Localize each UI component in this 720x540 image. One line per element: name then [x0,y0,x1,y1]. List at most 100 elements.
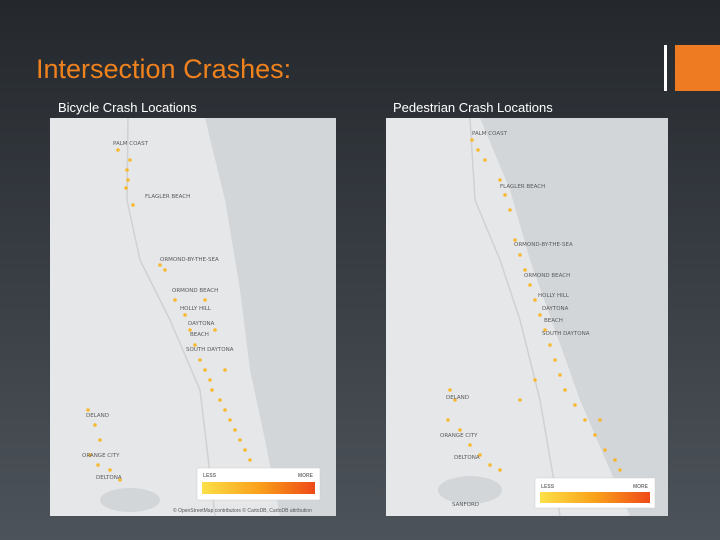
crash-dot [243,448,247,452]
place-label: PALM COAST [472,131,508,137]
crash-dot [603,448,607,452]
crash-dot [131,203,135,207]
crash-dot [223,368,227,372]
crash-dot [478,453,482,457]
crash-dot [173,298,177,302]
crash-dot [548,343,552,347]
crash-dot [458,428,462,432]
crash-dot [453,398,457,402]
map-road [126,117,216,517]
legend-gradient [540,492,650,503]
crash-dot [528,283,532,287]
place-label: FLAGLER BEACH [500,184,545,190]
crash-dot [543,328,547,332]
crash-dot [503,193,507,197]
crash-dot [598,418,602,422]
map-caption: Pedestrian Crash Locations [393,100,553,115]
map-ocean [205,118,336,516]
legend-label: MORE [633,484,649,490]
place-label: HOLLY HILL [180,306,212,312]
crash-dot [498,178,502,182]
place-label: ORMOND BEACH [172,288,218,294]
crash-dot [498,468,502,472]
crash-dot [88,453,92,457]
place-label: HOLLY HILL [538,293,570,299]
crash-dot [203,298,207,302]
crash-dot [93,423,97,427]
place-label: SOUTH DAYTONA [186,347,234,353]
crash-dot [513,238,517,242]
crash-dot [203,368,207,372]
crash-dot [523,268,527,272]
crash-dot [163,268,167,272]
place-label: SOUTH DAYTONA [542,331,590,337]
place-label: BEACH [544,318,563,324]
crash-dot [238,438,242,442]
crash-dot [558,373,562,377]
crash-dot [533,378,537,382]
crash-dot [470,138,474,142]
crash-dot [98,438,102,442]
crash-dot [108,468,112,472]
crash-dot [483,158,487,162]
crash-dot [553,358,557,362]
crash-dot [538,313,542,317]
crash-dot [126,178,130,182]
place-label: DELTONA [454,455,480,461]
crash-dot [228,418,232,422]
crash-dot [518,253,522,257]
crash-dot [208,378,212,382]
place-label: ORMOND-BY-THE-SEA [160,257,219,263]
crash-dot [213,328,217,332]
crash-dot [518,398,522,402]
place-label: ORMOND BEACH [524,273,570,279]
place-label: ORANGE CITY [82,453,120,459]
crash-dot [223,408,227,412]
crash-dot [128,158,132,162]
place-label: DELAND [446,395,469,401]
map-ocean [480,118,668,516]
crash-dot [248,458,252,462]
crash-dot [468,443,472,447]
crash-dot [573,403,577,407]
slide-title: Intersection Crashes: [36,54,291,84]
place-label: DAYTONA [188,321,215,327]
place-label: FLAGLER BEACH [145,194,190,200]
crash-dot [86,408,90,412]
legend-label: MORE [298,473,314,479]
crash-dot [96,463,100,467]
crash-dot [618,468,622,472]
crash-dot [583,418,587,422]
crash-dot [193,343,197,347]
crash-dot [613,458,617,462]
crash-dot [124,186,128,190]
map-lake [438,476,502,504]
crash-dot [476,148,480,152]
crash-dot [125,168,129,172]
crash-dot [188,328,192,332]
place-label: ORMOND-BY-THE-SEA [514,242,573,248]
crash-dot [116,148,120,152]
crash-dot [198,358,202,362]
place-label: PALM COAST [113,141,149,147]
map: LESS MORE © OpenStreetMap contributors ©… [50,117,336,517]
crash-dot [488,463,492,467]
crash-dot [210,388,214,392]
accent-line [664,45,667,91]
legend-label: LESS [203,473,217,479]
crash-dot [233,428,237,432]
map-road [469,117,561,517]
place-label: SANFORD [452,502,479,508]
crash-dot [593,433,597,437]
crash-dot [448,388,452,392]
map-lake [100,488,160,512]
place-label: BEACH [190,332,209,338]
crash-dot [218,398,222,402]
legend-gradient [202,482,315,494]
crash-dot [563,388,567,392]
crash-dot [183,313,187,317]
attribution: © OpenStreetMap contributors © CartoDB, … [173,507,312,514]
crash-dot [446,418,450,422]
crash-dot [118,478,122,482]
